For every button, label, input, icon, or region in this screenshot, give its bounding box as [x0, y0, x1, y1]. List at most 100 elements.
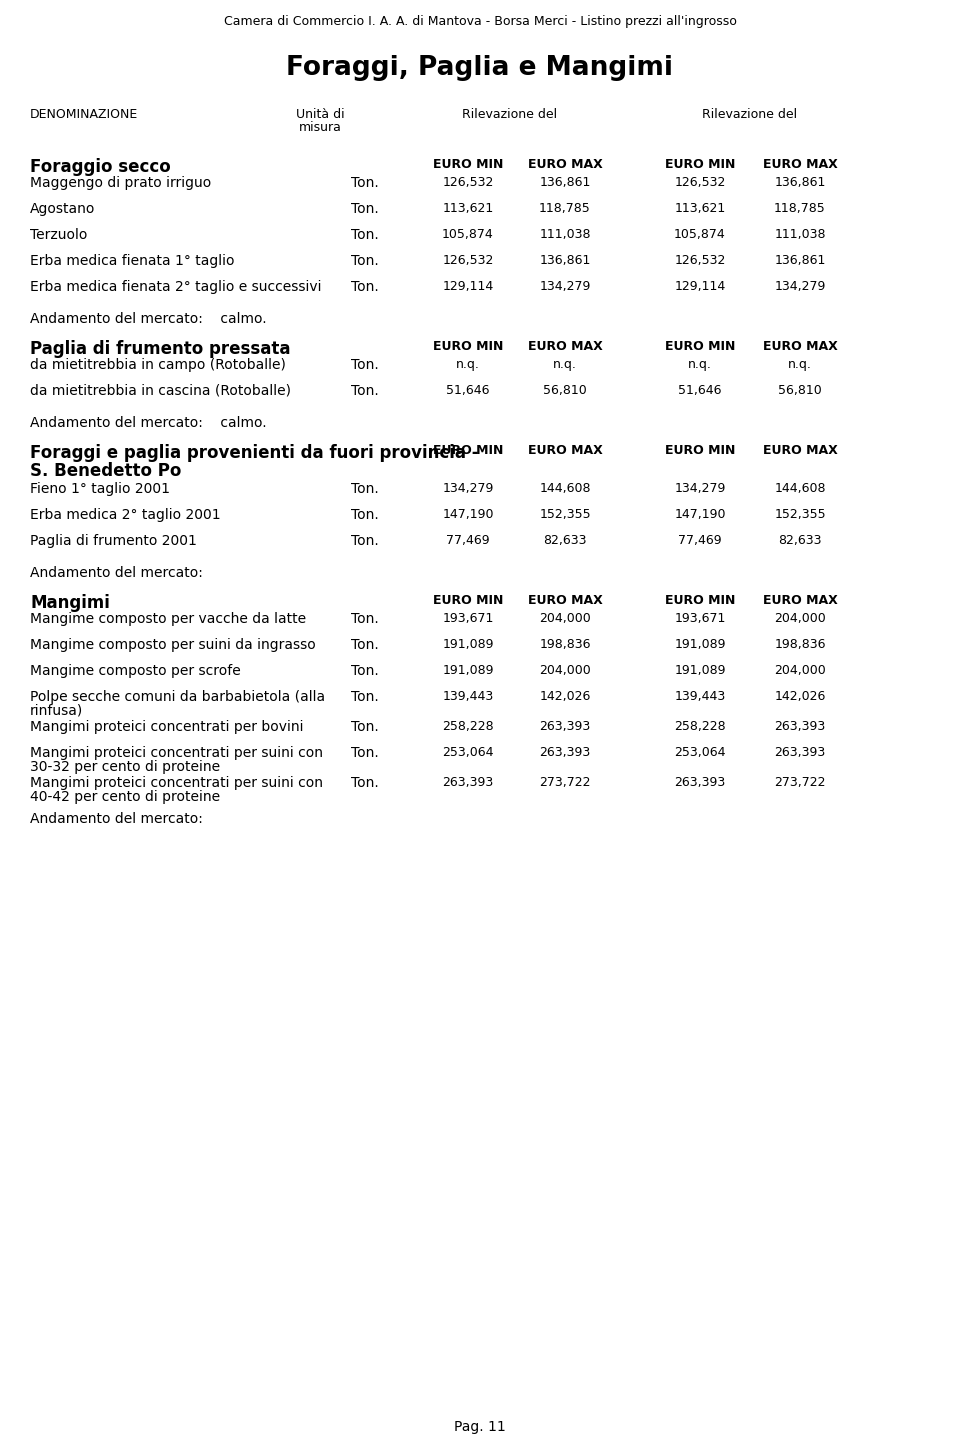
Text: 82,633: 82,633 — [779, 534, 822, 547]
Text: 147,190: 147,190 — [443, 508, 493, 521]
Text: Foraggio secco: Foraggio secco — [30, 158, 171, 177]
Text: Ton.: Ton. — [351, 203, 379, 216]
Text: Unità di: Unità di — [296, 109, 345, 122]
Text: Maggengo di prato irriguo: Maggengo di prato irriguo — [30, 177, 211, 190]
Text: EURO MIN: EURO MIN — [433, 158, 503, 171]
Text: 82,633: 82,633 — [543, 534, 587, 547]
Text: 204,000: 204,000 — [540, 612, 590, 625]
Text: 111,038: 111,038 — [775, 229, 826, 242]
Text: Polpe secche comuni da barbabietola (alla: Polpe secche comuni da barbabietola (all… — [30, 690, 325, 705]
Text: da mietitrebbia in cascina (Rotoballe): da mietitrebbia in cascina (Rotoballe) — [30, 383, 291, 398]
Text: Ton.: Ton. — [351, 747, 379, 760]
Text: EURO MAX: EURO MAX — [528, 158, 602, 171]
Text: Ton.: Ton. — [351, 534, 379, 548]
Text: 204,000: 204,000 — [774, 664, 826, 677]
Text: 134,279: 134,279 — [775, 281, 826, 292]
Text: 51,646: 51,646 — [679, 383, 722, 396]
Text: Ton.: Ton. — [351, 229, 379, 242]
Text: Ton.: Ton. — [351, 612, 379, 627]
Text: EURO MAX: EURO MAX — [528, 444, 602, 457]
Text: 144,608: 144,608 — [775, 482, 826, 495]
Text: Andamento del mercato:: Andamento del mercato: — [30, 812, 203, 826]
Text: 129,114: 129,114 — [674, 281, 726, 292]
Text: 30-32 per cento di proteine: 30-32 per cento di proteine — [30, 760, 220, 774]
Text: da mietitrebbia in campo (Rotoballe): da mietitrebbia in campo (Rotoballe) — [30, 357, 286, 372]
Text: EURO MAX: EURO MAX — [762, 444, 837, 457]
Text: 56,810: 56,810 — [779, 383, 822, 396]
Text: 263,393: 263,393 — [540, 721, 590, 734]
Text: 191,089: 191,089 — [674, 664, 726, 677]
Text: 152,355: 152,355 — [540, 508, 590, 521]
Text: Erba medica fienata 1° taglio: Erba medica fienata 1° taglio — [30, 255, 234, 268]
Text: Andamento del mercato:: Andamento del mercato: — [30, 566, 203, 580]
Text: 56,810: 56,810 — [543, 383, 587, 396]
Text: 191,089: 191,089 — [443, 664, 493, 677]
Text: Ton.: Ton. — [351, 508, 379, 522]
Text: 263,393: 263,393 — [775, 721, 826, 734]
Text: 152,355: 152,355 — [774, 508, 826, 521]
Text: Ton.: Ton. — [351, 664, 379, 679]
Text: EURO MAX: EURO MAX — [762, 340, 837, 353]
Text: 77,469: 77,469 — [678, 534, 722, 547]
Text: 263,393: 263,393 — [674, 776, 726, 789]
Text: 263,393: 263,393 — [775, 747, 826, 760]
Text: 126,532: 126,532 — [443, 177, 493, 190]
Text: Erba medica fienata 2° taglio e successivi: Erba medica fienata 2° taglio e successi… — [30, 281, 322, 294]
Text: Fieno 1° taglio 2001: Fieno 1° taglio 2001 — [30, 482, 170, 496]
Text: S. Benedetto Po: S. Benedetto Po — [30, 462, 181, 480]
Text: 258,228: 258,228 — [443, 721, 493, 734]
Text: Ton.: Ton. — [351, 281, 379, 294]
Text: 258,228: 258,228 — [674, 721, 726, 734]
Text: 134,279: 134,279 — [443, 482, 493, 495]
Text: EURO MIN: EURO MIN — [665, 595, 735, 606]
Text: EURO MIN: EURO MIN — [665, 158, 735, 171]
Text: Ton.: Ton. — [351, 638, 379, 653]
Text: 139,443: 139,443 — [674, 690, 726, 703]
Text: 263,393: 263,393 — [540, 747, 590, 760]
Text: 253,064: 253,064 — [674, 747, 726, 760]
Text: 191,089: 191,089 — [443, 638, 493, 651]
Text: Foraggi e paglia provenienti da fuori provincia -: Foraggi e paglia provenienti da fuori pr… — [30, 444, 479, 462]
Text: Andamento del mercato:    calmo.: Andamento del mercato: calmo. — [30, 313, 267, 326]
Text: 136,861: 136,861 — [540, 177, 590, 190]
Text: 113,621: 113,621 — [674, 203, 726, 216]
Text: Erba medica 2° taglio 2001: Erba medica 2° taglio 2001 — [30, 508, 221, 522]
Text: 134,279: 134,279 — [540, 281, 590, 292]
Text: 40-42 per cento di proteine: 40-42 per cento di proteine — [30, 790, 220, 805]
Text: n.q.: n.q. — [553, 357, 577, 370]
Text: 142,026: 142,026 — [775, 690, 826, 703]
Text: Camera di Commercio I. A. A. di Mantova - Borsa Merci - Listino prezzi all'ingro: Camera di Commercio I. A. A. di Mantova … — [224, 14, 736, 27]
Text: 118,785: 118,785 — [540, 203, 590, 216]
Text: Mangimi: Mangimi — [30, 595, 109, 612]
Text: 134,279: 134,279 — [674, 482, 726, 495]
Text: Terzuolo: Terzuolo — [30, 229, 87, 242]
Text: 263,393: 263,393 — [443, 776, 493, 789]
Text: 139,443: 139,443 — [443, 690, 493, 703]
Text: Agostano: Agostano — [30, 203, 95, 216]
Text: EURO MIN: EURO MIN — [433, 340, 503, 353]
Text: 113,621: 113,621 — [443, 203, 493, 216]
Text: 105,874: 105,874 — [443, 229, 493, 242]
Text: Ton.: Ton. — [351, 383, 379, 398]
Text: misura: misura — [299, 122, 342, 135]
Text: EURO MAX: EURO MAX — [528, 595, 602, 606]
Text: 136,861: 136,861 — [775, 255, 826, 268]
Text: Ton.: Ton. — [351, 721, 379, 734]
Text: Mangimi proteici concentrati per suini con: Mangimi proteici concentrati per suini c… — [30, 776, 323, 790]
Text: 193,671: 193,671 — [443, 612, 493, 625]
Text: Ton.: Ton. — [351, 177, 379, 190]
Text: Mangimi proteici concentrati per bovini: Mangimi proteici concentrati per bovini — [30, 721, 303, 734]
Text: Mangimi proteici concentrati per suini con: Mangimi proteici concentrati per suini c… — [30, 747, 323, 760]
Text: 126,532: 126,532 — [674, 255, 726, 268]
Text: EURO MAX: EURO MAX — [762, 158, 837, 171]
Text: 193,671: 193,671 — [674, 612, 726, 625]
Text: 105,874: 105,874 — [674, 229, 726, 242]
Text: 136,861: 136,861 — [775, 177, 826, 190]
Text: EURO MIN: EURO MIN — [665, 340, 735, 353]
Text: Rilevazione del: Rilevazione del — [703, 109, 798, 122]
Text: n.q.: n.q. — [788, 357, 812, 370]
Text: 126,532: 126,532 — [674, 177, 726, 190]
Text: Mangime composto per vacche da latte: Mangime composto per vacche da latte — [30, 612, 306, 627]
Text: rinfusa): rinfusa) — [30, 705, 84, 718]
Text: 51,646: 51,646 — [446, 383, 490, 396]
